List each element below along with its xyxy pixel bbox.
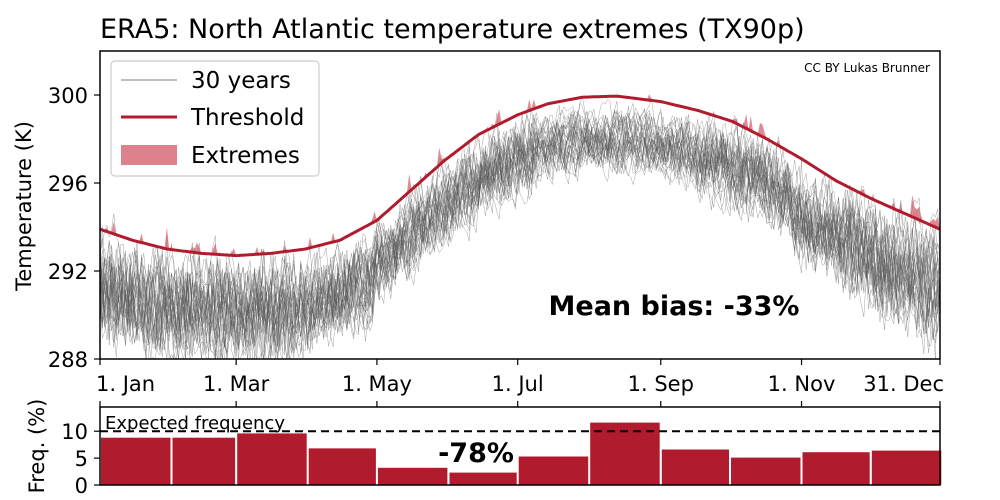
- legend: 30 years Threshold Extremes: [110, 60, 320, 177]
- x-tick-label: 1. Mar: [203, 372, 270, 396]
- year-line: [99, 113, 941, 355]
- frequency-panel: Expected frequency 0 5 10 Freq. (%) -78%: [25, 399, 942, 498]
- legend-extremes-swatch: [121, 145, 177, 165]
- legend-years-label: 30 years: [191, 68, 291, 94]
- freq-bar: [590, 422, 660, 485]
- y-tick-label: 292: [48, 260, 88, 284]
- frequency-bars: [101, 422, 942, 485]
- freq-y-ticks: 0 5 10: [61, 420, 100, 498]
- freq-y-tick-label: 10: [61, 420, 88, 444]
- freq-bias-annotation: -78%: [438, 438, 514, 469]
- x-tick-label: 1. Jul: [492, 372, 544, 396]
- x-tick-label: 1. May: [342, 372, 412, 396]
- year-line: [99, 109, 941, 343]
- y-axis-label: Temperature (K): [12, 121, 36, 292]
- freq-bar: [377, 467, 448, 485]
- threshold-line: [99, 94, 941, 258]
- x-tick-label: 1. Jan: [96, 372, 155, 396]
- year-line: [99, 120, 941, 359]
- plot-frame: [99, 50, 941, 360]
- chart-title: ERA5: North Atlantic temperature extreme…: [100, 14, 805, 45]
- freq-bar: [871, 450, 942, 485]
- freq-bar: [308, 448, 376, 485]
- x-ticks: 1. Jan 1. Mar 1. May 1. Jul 1. Sep 1. Nov 31. …: [96, 359, 944, 407]
- legend-extremes-label: Extremes: [191, 143, 300, 169]
- year-lines: [99, 95, 941, 360]
- x-tick-label: 1. Sep: [628, 372, 694, 396]
- freq-bar: [101, 437, 171, 485]
- year-line: [99, 129, 941, 360]
- credit-text: CC BY Lukas Brunner: [804, 61, 930, 75]
- year-line: [99, 116, 941, 349]
- freq-bar: [731, 457, 801, 485]
- freq-bar: [237, 433, 307, 485]
- mean-bias-annotation: Mean bias: -33%: [549, 291, 800, 322]
- legend-threshold-label: Threshold: [190, 105, 304, 131]
- freq-bar: [172, 437, 236, 485]
- freq-y-axis-label: Freq. (%): [25, 399, 49, 494]
- freq-plot-frame: [99, 406, 941, 486]
- freq-bar: [518, 456, 589, 485]
- y-tick-label: 300: [48, 84, 88, 108]
- freq-bar: [802, 452, 870, 485]
- expected-frequency-label: Expected frequency: [105, 413, 285, 434]
- freq-bar: [449, 472, 517, 485]
- freq-y-tick-label: 0: [75, 474, 88, 498]
- freq-bar: [661, 449, 729, 485]
- year-line: [99, 106, 941, 350]
- year-line: [99, 117, 941, 360]
- y-tick-label: 288: [48, 348, 88, 372]
- y-tick-label: 296: [48, 172, 88, 196]
- x-tick-label: 1. Nov: [768, 372, 836, 396]
- x-tick-label: 31. Dec: [863, 372, 944, 396]
- y-ticks: 288 292 296 300: [48, 84, 100, 372]
- freq-y-tick-label: 5: [75, 447, 88, 471]
